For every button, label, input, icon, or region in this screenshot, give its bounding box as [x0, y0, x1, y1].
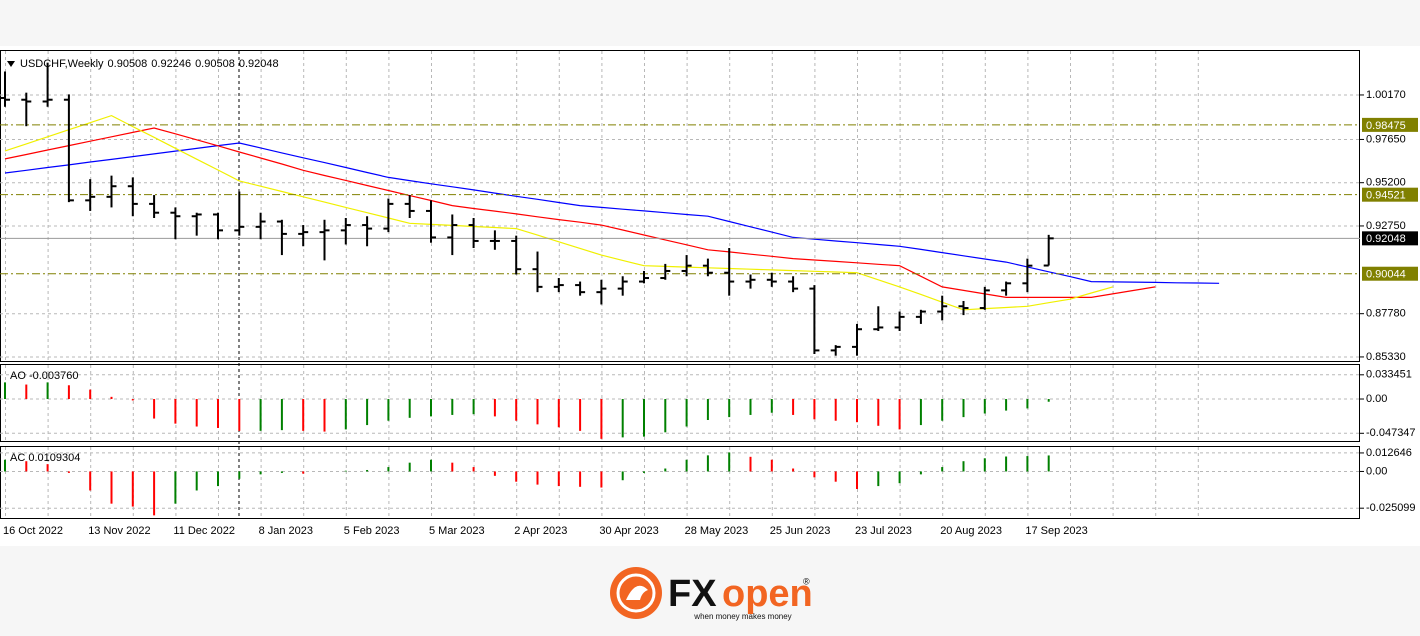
x-tick-label: 5 Mar 2023 [429, 525, 485, 537]
current-price-bg [1362, 231, 1418, 246]
ao-panel-frame [0, 364, 1360, 442]
header-open: 0.90508 [108, 58, 148, 70]
y-tick-label: 0.033451 [1366, 369, 1412, 381]
logo-emblem-ring [616, 573, 656, 613]
level-label: 0.90044 [1366, 269, 1406, 281]
x-tick-label: 8 Jan 2023 [259, 525, 313, 537]
x-tick-label: 2 Apr 2023 [514, 525, 567, 537]
logo-emblem-lion [626, 585, 648, 600]
y-tick-label: 0.87780 [1366, 308, 1406, 320]
level-label-bg [1362, 117, 1418, 132]
x-tick-label: 5 Feb 2023 [344, 525, 400, 537]
panel-title: AC 0.0109304 [10, 452, 80, 464]
ac-panel-frame [0, 446, 1360, 519]
y-tick-label: -0.025099 [1366, 502, 1416, 514]
x-tick-label: 17 Sep 2023 [1025, 525, 1087, 537]
x-tick-label: 11 Dec 2022 [173, 525, 235, 537]
header-close: 0.92048 [239, 58, 279, 70]
x-tick-label: 28 May 2023 [685, 525, 749, 537]
x-tick-label: 25 Jun 2023 [770, 525, 831, 537]
panel-title: AO -0.003760 [10, 370, 79, 382]
chart-title: USDCHF,Weekly [20, 58, 104, 70]
logo-registered: ® [803, 576, 810, 586]
level-label: 0.94521 [1366, 190, 1406, 202]
level-label-bg [1362, 187, 1418, 202]
x-tick-label: 13 Nov 2022 [88, 525, 150, 537]
logo-fx: FX [668, 573, 717, 615]
y-tick-label: 0.92750 [1366, 220, 1406, 232]
y-tick-label: 0.95200 [1366, 177, 1406, 189]
logo-tagline: when money makes money [693, 612, 791, 621]
header-high: 0.92246 [151, 58, 191, 70]
chart-header: USDCHF,Weekly 0.90508 0.92246 0.90508 0.9204… [20, 58, 279, 70]
y-tick-label: 0.97650 [1366, 133, 1406, 145]
price-panel-frame [0, 50, 1360, 362]
level-label: 0.98475 [1366, 120, 1406, 132]
y-tick-label: 0.00 [1366, 465, 1387, 477]
x-tick-label: 23 Jul 2023 [855, 525, 912, 537]
indicator-line [4, 114, 1113, 311]
y-tick-label: 0.00 [1366, 393, 1387, 405]
y-tick-label: 1.00170 [1366, 89, 1406, 101]
logo-open: open [722, 573, 813, 615]
x-tick-label: 30 Apr 2023 [599, 525, 658, 537]
y-tick-label: 0.012646 [1366, 447, 1412, 459]
indicator-line [4, 127, 1156, 298]
chart-background [0, 46, 1420, 546]
symbol-menu-arrow[interactable] [7, 61, 15, 67]
current-price-label: 0.92048 [1366, 233, 1406, 245]
y-tick-label: -0.047347 [1366, 427, 1416, 439]
header-low: 0.90508 [195, 58, 235, 70]
y-tick-label: 0.85330 [1366, 351, 1406, 363]
level-label-bg [1362, 266, 1418, 281]
x-tick-label: 16 Oct 2022 [3, 525, 63, 537]
indicator-line [4, 142, 1220, 284]
x-tick-label: 20 Aug 2023 [940, 525, 1002, 537]
logo: FX open ® when money makes money [610, 567, 813, 621]
